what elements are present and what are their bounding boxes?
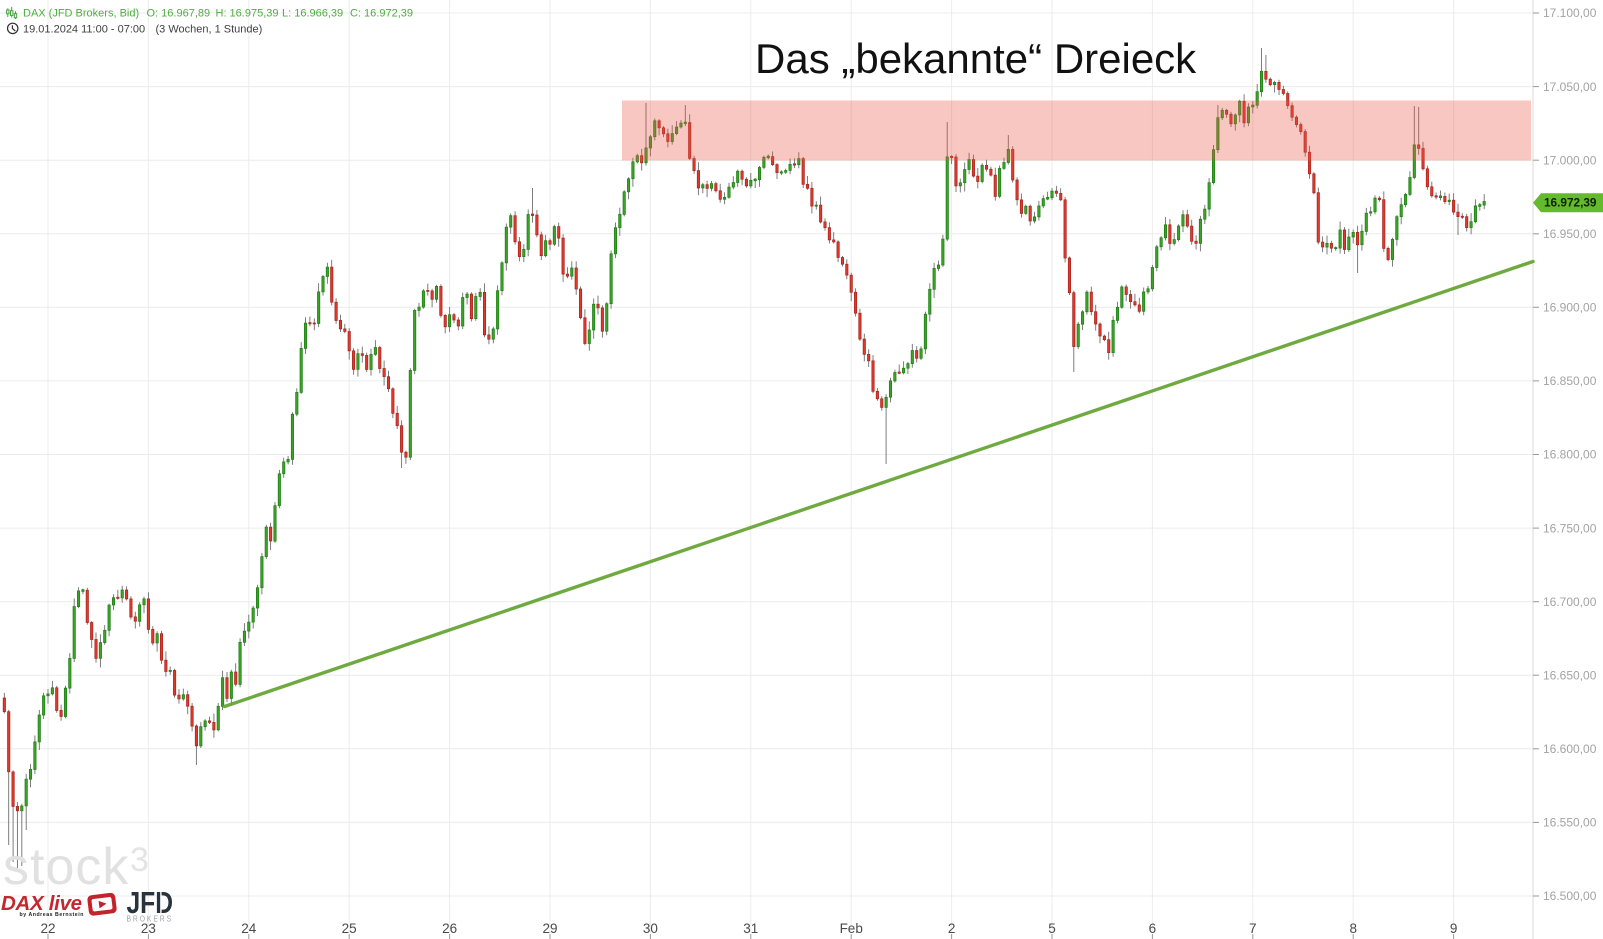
svg-text:16.650,00: 16.650,00 [1543,669,1597,683]
svg-text:16.972,39: 16.972,39 [1544,196,1597,210]
svg-text:16.850,00: 16.850,00 [1543,374,1597,388]
svg-text:Das „bekannte“ Dreieck: Das „bekannte“ Dreieck [755,35,1197,82]
svg-text:9: 9 [1450,921,1458,936]
svg-text:O: 16.967,89: O: 16.967,89 [147,8,211,20]
svg-text:17.050,00: 17.050,00 [1543,80,1597,94]
svg-text:30: 30 [643,921,658,936]
svg-text:3: 3 [130,841,149,879]
svg-text:16.800,00: 16.800,00 [1543,448,1597,462]
svg-text:C: 16.972,39: C: 16.972,39 [350,8,413,20]
svg-text:31: 31 [743,921,758,936]
svg-text:8: 8 [1349,921,1357,936]
svg-text:by Andreas Bernstein: by Andreas Bernstein [20,912,84,918]
svg-text:19.01.2024 11:00 - 07:00: 19.01.2024 11:00 - 07:00 [23,24,145,36]
svg-text:16.600,00: 16.600,00 [1543,742,1597,756]
svg-text:L: 16.966,39: L: 16.966,39 [282,8,343,20]
svg-text:7: 7 [1249,921,1257,936]
svg-text:29: 29 [542,921,557,936]
svg-text:16.550,00: 16.550,00 [1543,816,1597,830]
svg-text:25: 25 [342,921,357,936]
svg-text:DAX live: DAX live [1,892,82,915]
svg-text:17.000,00: 17.000,00 [1543,153,1597,167]
svg-text:6: 6 [1149,921,1157,936]
svg-text:JFD: JFD [127,885,174,920]
svg-text:2: 2 [948,921,956,936]
svg-text:26: 26 [442,921,457,936]
svg-text:24: 24 [241,921,257,936]
svg-text:stock: stock [3,838,129,896]
svg-text:17.100,00: 17.100,00 [1543,6,1597,20]
svg-text:DAX (JFD Brokers, Bid): DAX (JFD Brokers, Bid) [23,8,139,20]
svg-text:5: 5 [1048,921,1056,936]
svg-text:22: 22 [40,921,55,936]
svg-text:16.950,00: 16.950,00 [1543,227,1597,241]
svg-text:16.750,00: 16.750,00 [1543,521,1597,535]
svg-text:BROKERS: BROKERS [127,914,174,924]
svg-text:23: 23 [141,921,156,936]
svg-text:16.500,00: 16.500,00 [1543,889,1597,903]
svg-text:16.700,00: 16.700,00 [1543,595,1597,609]
svg-text:16.900,00: 16.900,00 [1543,301,1597,315]
svg-text:Feb: Feb [840,921,863,936]
svg-text:H: 16.975,39: H: 16.975,39 [216,8,279,20]
svg-text:(3 Wochen, 1 Stunde): (3 Wochen, 1 Stunde) [156,24,263,36]
